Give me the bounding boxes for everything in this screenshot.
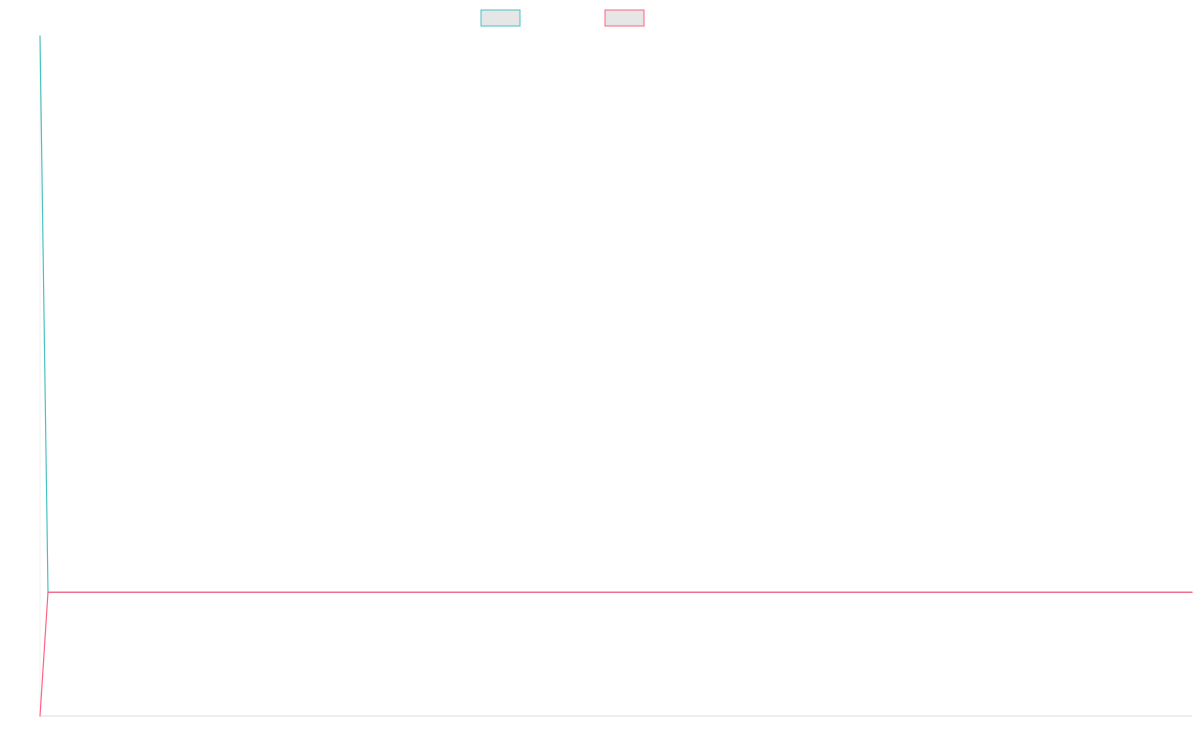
axes: [39, 36, 1192, 717]
legend: [480, 9, 645, 27]
series-1-point-1: [39, 35, 41, 37]
series-2-point-2: [47, 591, 49, 593]
series-layer: [39, 35, 1193, 717]
legend-swatch-1: [480, 9, 521, 27]
series-2-point-1: [39, 715, 41, 717]
series-line-1: [39, 35, 1192, 593]
series-2-point-3: [1191, 591, 1193, 593]
legend-item-2: [604, 9, 645, 27]
series-line-2: [39, 591, 1192, 717]
legend-swatch-2: [604, 9, 645, 27]
legend-item-1: [480, 9, 521, 27]
